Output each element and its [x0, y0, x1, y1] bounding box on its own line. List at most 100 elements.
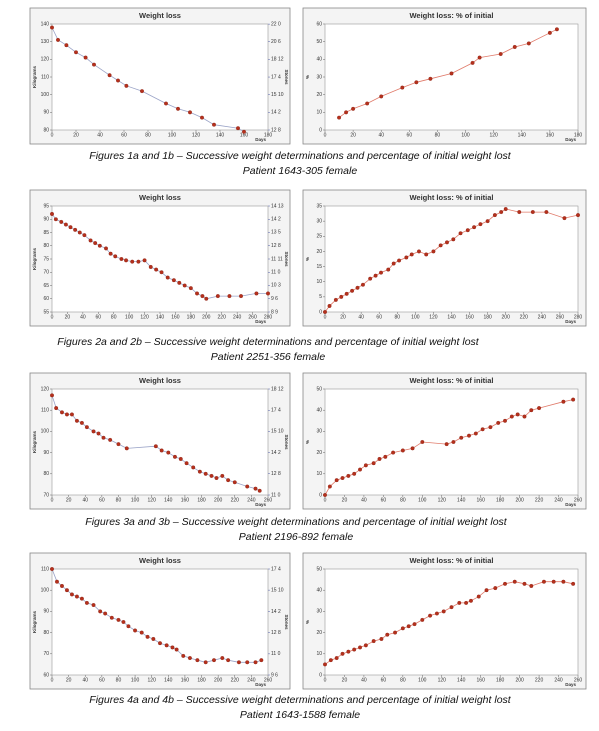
x-tick-label: 100: [131, 497, 140, 503]
y2-tick-label: 13 5: [271, 230, 281, 236]
x-tick-label: 260: [574, 677, 583, 683]
y-tick-label: 65: [43, 283, 49, 289]
x-tick-label: 40: [82, 677, 88, 683]
data-point: [50, 567, 54, 571]
data-point: [215, 294, 220, 299]
x-tick-label: 20: [342, 677, 348, 683]
data-point: [522, 414, 527, 419]
data-point: [529, 584, 534, 588]
x-tick-label: 0: [51, 497, 54, 503]
y-tick-label: 60: [43, 672, 49, 678]
x-axis-label: Days: [255, 137, 266, 142]
data-point: [174, 647, 179, 652]
y2-tick-label: 11 0: [271, 492, 281, 498]
caption-patient: Patient 2251-356 female: [211, 351, 326, 363]
data-point: [323, 662, 327, 667]
data-point: [561, 399, 566, 404]
data-point: [203, 660, 208, 665]
y-tick-label: 15: [316, 264, 322, 270]
data-point: [537, 406, 542, 411]
data-point: [351, 106, 356, 111]
data-point: [142, 258, 147, 263]
x-axis-label: Days: [255, 502, 266, 507]
data-point: [50, 25, 54, 30]
y-tick-label: 110: [41, 566, 49, 572]
x-tick-label: 160: [477, 497, 486, 503]
data-point: [464, 600, 469, 605]
y-tick-label: 110: [41, 74, 49, 80]
data-point: [69, 592, 74, 597]
data-point: [91, 429, 96, 434]
y-tick-label: 100: [41, 429, 50, 435]
y-tick-label: 5: [319, 294, 322, 300]
y-axis-label: Kilograms: [32, 248, 37, 271]
data-point: [363, 643, 368, 648]
data-point: [350, 288, 355, 293]
x-tick-label: 20: [340, 314, 346, 320]
data-point: [74, 418, 79, 423]
x-tick-label: 180: [574, 132, 583, 138]
x-tick-label: 160: [477, 677, 486, 683]
data-point: [65, 588, 69, 593]
y-tick-label: 100: [41, 92, 50, 98]
y-tick-label: 70: [43, 651, 49, 657]
data-point: [571, 397, 576, 402]
x-tick-label: 280: [574, 314, 583, 320]
chart-panel: Weight loss 70 80 90 100 110 120 0 20 40 60 80 100 12…: [29, 372, 291, 510]
data-point: [340, 476, 345, 480]
data-point: [69, 412, 74, 417]
chart-panel: Weight loss: % of initial 0 10 20 30 40 50 0 20 4…: [302, 552, 587, 690]
data-point: [400, 85, 405, 90]
y-tick-label: 85: [43, 230, 49, 236]
data-point: [63, 222, 68, 227]
data-point: [116, 78, 120, 83]
data-point: [449, 605, 454, 610]
data-point: [77, 230, 82, 235]
x-tick-label: 20: [73, 132, 79, 138]
data-point: [492, 213, 497, 218]
data-point: [334, 478, 339, 483]
data-point: [101, 435, 106, 440]
caption-patient: Patient 2196-892 female: [239, 531, 354, 543]
data-point: [153, 444, 158, 449]
x-tick-label: 120: [192, 132, 201, 138]
y2-tick-label: 10 3: [271, 283, 281, 289]
data-point: [499, 210, 504, 215]
data-point: [485, 219, 490, 224]
data-point: [526, 41, 531, 46]
data-point: [458, 231, 463, 236]
data-point: [178, 457, 183, 461]
y2-tick-label: 15 10: [271, 587, 284, 593]
x-tick-label: 140: [447, 314, 456, 320]
y-tick-label: 80: [43, 127, 49, 133]
data-point: [253, 486, 258, 491]
data-point: [379, 270, 383, 275]
x-tick-label: 280: [264, 314, 273, 320]
y2-tick-label: 8 9: [271, 309, 278, 315]
caption-patient: Patient 1643-305 female: [243, 165, 358, 177]
caption-line: Figures 3a and 3b – Successive weight de…: [85, 516, 507, 528]
chart-panel: Weight loss 60 70 80 90 100 110 0 20 40 60 80 100 120…: [29, 552, 291, 690]
plot-area: [324, 205, 579, 313]
y-tick-label: 10: [316, 110, 322, 116]
y-tick-label: 100: [41, 588, 50, 594]
chart-title: Weight loss: [139, 193, 181, 202]
data-point: [74, 50, 78, 55]
data-point: [60, 584, 64, 588]
y-tick-label: 50: [316, 566, 322, 572]
x-tick-label: 40: [82, 497, 88, 503]
x-tick-label: 0: [51, 677, 54, 683]
data-point: [530, 210, 535, 215]
caption-line: Figures 2a and 2b – Successive weight de…: [57, 336, 479, 348]
x-tick-label: 100: [418, 497, 427, 503]
chart-title: Weight loss: % of initial: [409, 193, 493, 202]
x-tick-label: 180: [496, 677, 505, 683]
x-tick-label: 60: [407, 132, 413, 138]
y-tick-label: 60: [43, 296, 49, 302]
data-point: [529, 408, 534, 413]
data-point: [562, 216, 567, 221]
x-tick-label: 220: [218, 314, 227, 320]
data-point: [133, 628, 138, 633]
x-tick-label: 160: [546, 132, 555, 138]
y-tick-label: 95: [43, 203, 49, 209]
